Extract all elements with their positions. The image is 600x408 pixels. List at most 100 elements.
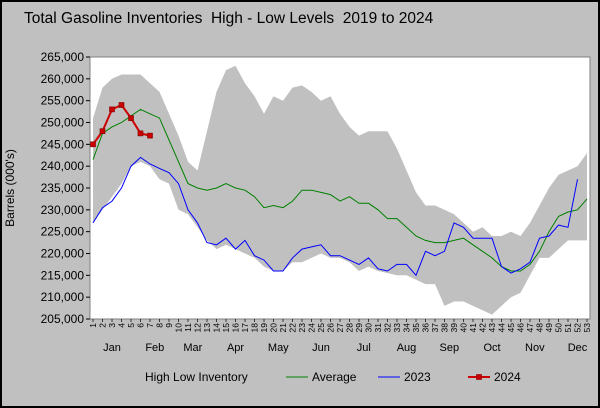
legend-label-2023: 2023 — [404, 370, 431, 384]
x-tick-label: 23 — [297, 323, 307, 333]
x-tick-label: 49 — [544, 323, 554, 333]
x-tick-label: 50 — [554, 323, 564, 333]
x-tick-label: 14 — [212, 323, 222, 333]
y-tick-label: 225,000 — [41, 225, 85, 239]
data-point-2024 — [118, 102, 125, 108]
x-tick-label: 42 — [478, 323, 488, 333]
x-tick-label: 8 — [155, 323, 165, 328]
x-tick-label: 17 — [240, 323, 250, 333]
x-tick-label: 27 — [335, 323, 345, 333]
x-tick-label: 31 — [373, 323, 383, 333]
month-label: Mar — [183, 342, 202, 354]
x-tick-label: 28 — [345, 323, 355, 333]
x-tick-label: 32 — [383, 323, 393, 333]
data-point-2024 — [109, 106, 115, 113]
x-tick-label: 35 — [411, 323, 421, 333]
y-tick-label: 240,000 — [41, 159, 85, 173]
data-point-2024 — [90, 141, 96, 148]
x-tick-label: 19 — [259, 323, 269, 333]
x-tick-label: 4 — [117, 323, 127, 328]
x-tick-label: 44 — [497, 323, 507, 333]
x-tick-label: 43 — [487, 323, 497, 333]
x-tick-label: 24 — [307, 323, 317, 333]
data-point-2024 — [128, 115, 134, 121]
y-tick-label: 205,000 — [41, 312, 85, 326]
month-label: Jul — [357, 342, 371, 354]
x-tick-label: 46 — [516, 323, 526, 333]
x-tick-label: 48 — [535, 323, 545, 333]
x-tick-label: 11 — [183, 323, 193, 332]
x-tick-label: 33 — [392, 323, 402, 333]
y-tick-label: 245,000 — [41, 137, 85, 151]
y-tick-label: 265,000 — [41, 50, 85, 64]
x-tick-label: 9 — [164, 323, 174, 328]
y-tick-label: 255,000 — [41, 94, 85, 108]
x-tick-label: 6 — [136, 323, 146, 328]
month-label: Sep — [440, 342, 460, 354]
x-tick-label: 18 — [250, 323, 260, 333]
month-label: May — [268, 342, 289, 354]
x-tick-label: 34 — [402, 323, 412, 333]
month-label: Oct — [483, 342, 500, 354]
month-label: Jun — [312, 342, 330, 354]
x-tick-label: 37 — [430, 323, 440, 333]
high-low-band — [93, 65, 587, 315]
y-axis-label: Barrels (000's) — [3, 149, 17, 227]
y-tick-label: 235,000 — [41, 181, 85, 195]
x-tick-label: 3 — [107, 323, 117, 328]
legend: High Low Inventory Average 2023 2024 — [145, 370, 521, 384]
x-tick-label: 15 — [221, 323, 231, 333]
x-tick-label: 5 — [126, 323, 136, 328]
series-line-2023 — [92, 156, 578, 277]
x-tick-label: 21 — [278, 323, 288, 333]
x-tick-label: 29 — [354, 323, 364, 333]
x-tick-label: 13 — [202, 323, 212, 333]
y-tick-label: 220,000 — [41, 247, 85, 261]
x-tick-label: 38 — [440, 323, 450, 333]
legend-label-high-low-inventory: High Low Inventory — [145, 370, 248, 384]
month-label: Dec — [568, 342, 588, 354]
month-label: Jan — [103, 342, 121, 354]
y-tick-label: 230,000 — [41, 203, 85, 217]
x-tick-label: 10 — [174, 323, 184, 333]
y-tick-label: 260,000 — [41, 72, 85, 86]
legend-label-average: Average — [312, 370, 357, 384]
x-tick-label: 30 — [364, 323, 374, 333]
series-line-average — [92, 108, 588, 272]
x-tick-label: 20 — [269, 323, 279, 333]
x-tick-label: 36 — [421, 323, 431, 333]
x-tick-label: 40 — [459, 323, 469, 333]
y-tick-label: 250,000 — [41, 116, 85, 130]
band-layer — [93, 65, 587, 315]
x-tick-label: 45 — [506, 323, 516, 333]
x-tick-label: 1 — [88, 323, 98, 328]
data-point-2024 — [147, 132, 153, 139]
x-tick-label: 53 — [582, 323, 592, 333]
month-label: Aug — [397, 342, 417, 354]
x-tick-label: 41 — [468, 323, 478, 333]
month-label: Apr — [227, 342, 244, 354]
x-tick-label: 39 — [449, 323, 459, 333]
legend-marker-2024 — [476, 374, 482, 380]
x-tick-label: 51 — [563, 323, 573, 333]
x-tick-label: 16 — [231, 323, 241, 333]
y-tick-label: 215,000 — [41, 268, 85, 282]
x-tick-label: 22 — [288, 323, 298, 333]
x-tick-label: 52 — [573, 323, 583, 333]
chart-title: Total Gasoline Inventories High - Low Le… — [24, 10, 434, 27]
legend-label-2024: 2024 — [494, 370, 521, 384]
data-point-2024 — [99, 128, 106, 134]
data-point-2024 — [137, 130, 144, 137]
x-tick-label: 12 — [193, 323, 203, 333]
axis-layer: 205,000 210,000 215,000 220,000 225,000 230,0… — [41, 50, 592, 354]
x-tick-label: 25 — [316, 323, 326, 333]
marker-layer — [90, 102, 153, 148]
x-tick-label: 47 — [525, 323, 535, 333]
month-label: Feb — [145, 342, 164, 354]
x-tick-label: 26 — [326, 323, 336, 333]
x-tick-label: 2 — [98, 323, 108, 328]
month-label: Nov — [525, 342, 545, 354]
x-tick-label: 7 — [145, 323, 155, 328]
y-tick-label: 210,000 — [41, 290, 85, 304]
